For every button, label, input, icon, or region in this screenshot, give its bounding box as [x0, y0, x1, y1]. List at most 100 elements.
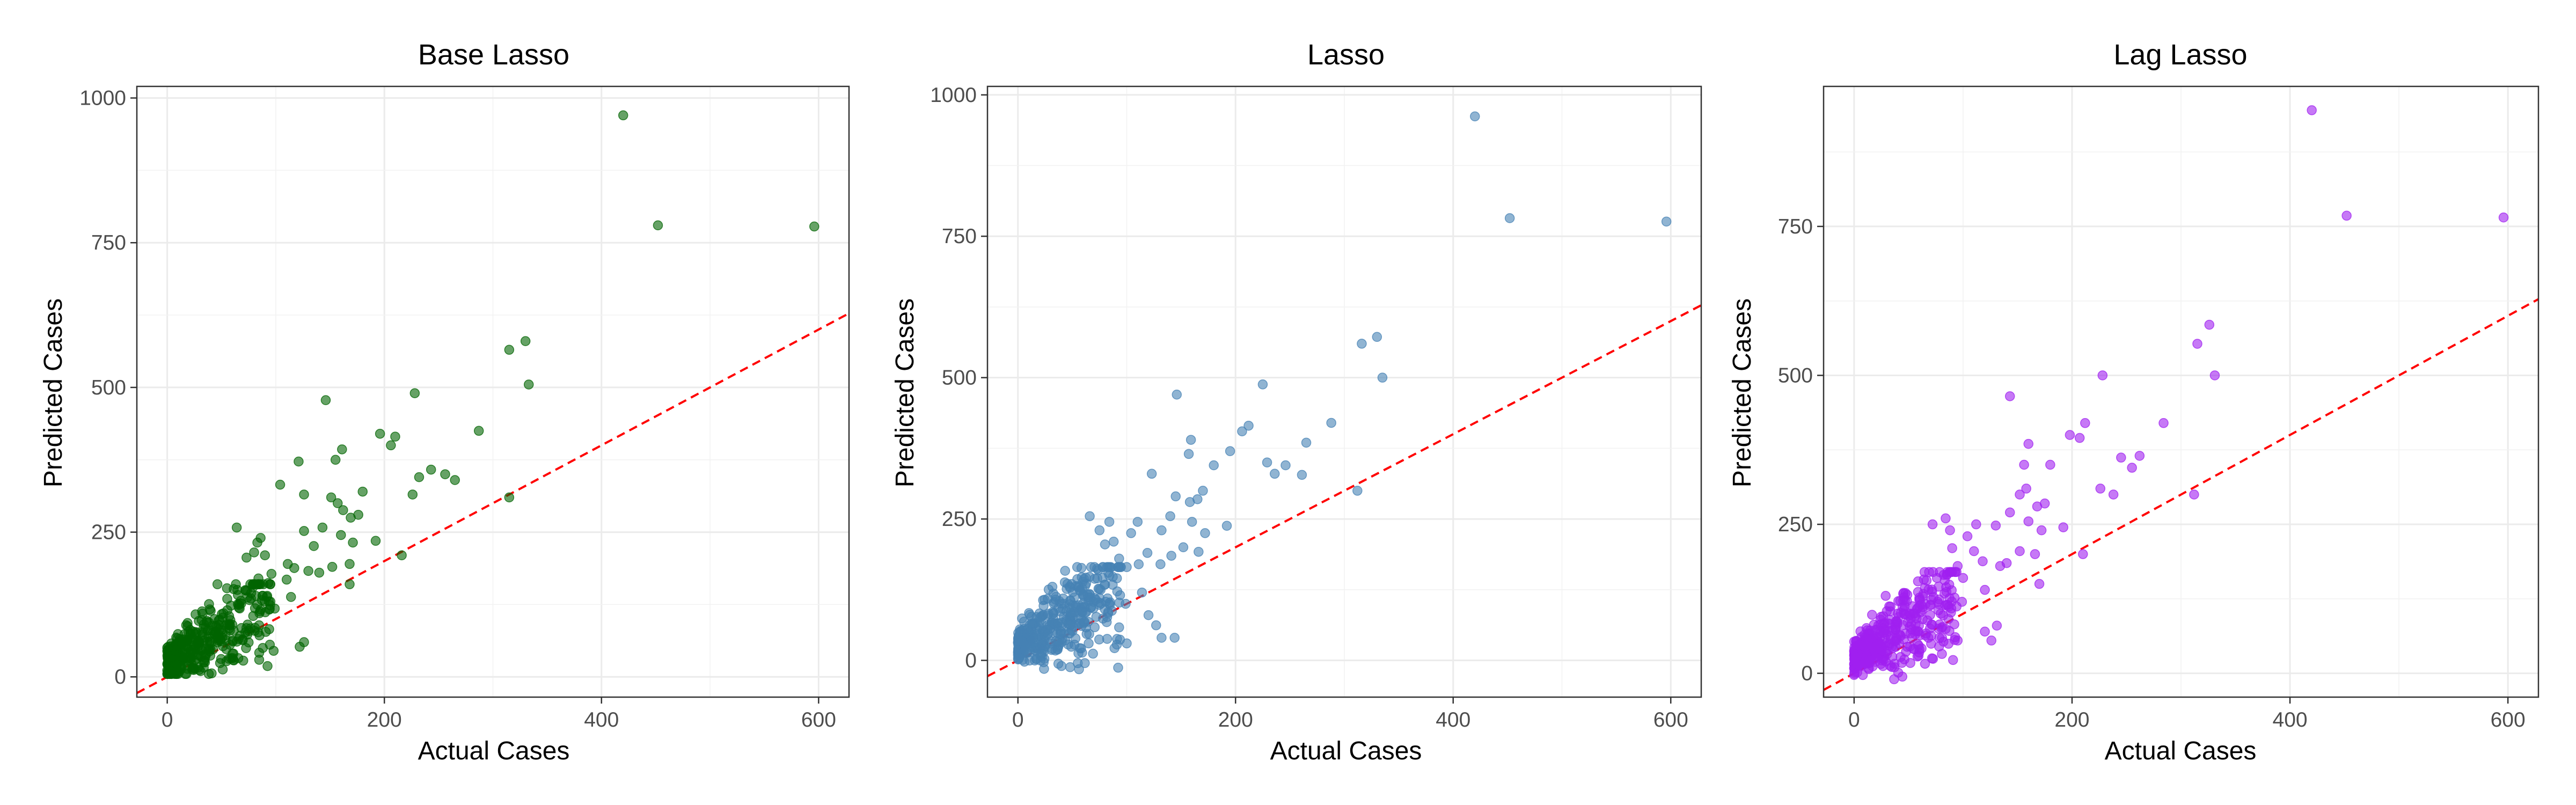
y-tick-label: 1000 — [79, 87, 126, 110]
data-point — [1100, 539, 1110, 550]
data-point — [1957, 597, 1967, 607]
data-point — [1962, 531, 1973, 541]
data-point — [1065, 582, 1075, 593]
panel-lag-lasso: Lag Lasso 0 200 400 600 0 250 500 750 Actual Ca… — [1728, 39, 2540, 765]
data-point — [450, 475, 460, 485]
data-point — [202, 617, 212, 627]
data-point — [1157, 633, 1167, 643]
data-point — [1094, 597, 1104, 608]
data-point — [294, 456, 304, 467]
panel-lasso: Lasso 0 200 400 600 0 250 500 750 1000 Actual Ca… — [891, 39, 1702, 765]
data-point — [1085, 511, 1095, 522]
panel-base-lasso: Base Lasso 0 200 400 600 0 250 500 750 1000 Actu… — [39, 39, 850, 765]
data-point — [2192, 339, 2202, 349]
data-point — [2078, 549, 2088, 559]
data-points — [162, 110, 819, 679]
data-point — [345, 579, 355, 589]
data-point — [236, 598, 246, 609]
data-point — [1933, 605, 1944, 616]
data-point — [1169, 633, 1180, 643]
data-point — [2004, 507, 2015, 518]
data-point — [1377, 372, 1388, 383]
data-point — [390, 431, 400, 442]
x-tick-label: 200 — [367, 708, 402, 731]
data-point — [1937, 633, 1947, 643]
data-point — [1194, 546, 1204, 557]
x-tick-label: 400 — [2273, 708, 2308, 731]
data-point — [1022, 624, 1033, 634]
data-point — [1122, 638, 1132, 649]
data-point — [1980, 626, 1990, 637]
data-point — [164, 657, 174, 668]
axis-ticks: 0 200 400 600 0 250 500 750 1000 — [79, 87, 836, 731]
x-axis-title: Actual Cases — [1270, 737, 1422, 765]
data-point — [504, 345, 515, 355]
data-point — [195, 666, 206, 676]
data-point — [1069, 607, 1080, 617]
data-point — [348, 537, 358, 548]
data-point — [254, 608, 265, 618]
data-point — [1200, 528, 1210, 538]
data-point — [2307, 105, 2317, 115]
data-point — [1052, 645, 1063, 655]
data-point — [314, 567, 325, 578]
data-point — [252, 537, 262, 548]
data-point — [1958, 573, 1968, 583]
data-point — [1170, 491, 1181, 502]
data-point — [1992, 620, 2002, 631]
data-point — [386, 440, 396, 451]
data-point — [169, 645, 179, 656]
data-point — [1076, 563, 1087, 573]
data-point — [1857, 670, 1868, 680]
x-tick-label: 0 — [1012, 708, 1024, 731]
data-point — [1257, 379, 1268, 390]
data-point — [1091, 612, 1102, 622]
x-tick-label: 600 — [2491, 708, 2526, 731]
data-point — [1352, 486, 1363, 496]
data-points — [1013, 111, 1672, 675]
data-point — [2045, 459, 2055, 470]
data-point — [1952, 635, 1963, 646]
data-point — [1893, 612, 1904, 623]
data-point — [653, 220, 663, 231]
data-point — [1065, 628, 1075, 639]
data-point — [1178, 542, 1189, 553]
y-tick-label: 250 — [91, 521, 126, 544]
data-point — [1043, 628, 1053, 639]
data-point — [212, 579, 223, 589]
y-tick-label: 0 — [114, 665, 126, 689]
y-tick-label: 0 — [1801, 662, 1813, 685]
data-point — [1209, 460, 1219, 471]
data-point — [1910, 629, 1921, 639]
y-tick-label: 750 — [942, 225, 977, 248]
plot-border — [1823, 85, 2540, 698]
data-point — [337, 444, 347, 455]
data-point — [1922, 615, 1933, 626]
data-point — [1073, 658, 1083, 669]
x-tick-label: 400 — [1436, 708, 1470, 731]
x-axis-title: Actual Cases — [418, 737, 570, 765]
data-point — [1077, 647, 1087, 658]
data-point — [1114, 622, 1124, 633]
data-point — [1326, 418, 1336, 428]
data-point — [1165, 511, 1175, 522]
data-point — [269, 603, 280, 614]
data-point — [1060, 566, 1070, 576]
data-point — [1928, 592, 1938, 602]
data-point — [275, 479, 286, 490]
data-point — [1968, 546, 1979, 557]
data-point — [1945, 525, 1955, 536]
data-point — [345, 559, 355, 569]
data-point — [504, 492, 515, 503]
data-point — [238, 655, 248, 666]
plot-border — [986, 85, 1702, 698]
data-point — [2080, 418, 2090, 428]
data-point — [1269, 469, 1280, 479]
data-point — [266, 568, 277, 579]
data-point — [1043, 609, 1053, 619]
data-point — [1948, 655, 1958, 665]
data-point — [260, 550, 270, 560]
data-point — [240, 585, 251, 595]
data-point — [1926, 631, 1936, 641]
data-point — [1065, 619, 1076, 630]
